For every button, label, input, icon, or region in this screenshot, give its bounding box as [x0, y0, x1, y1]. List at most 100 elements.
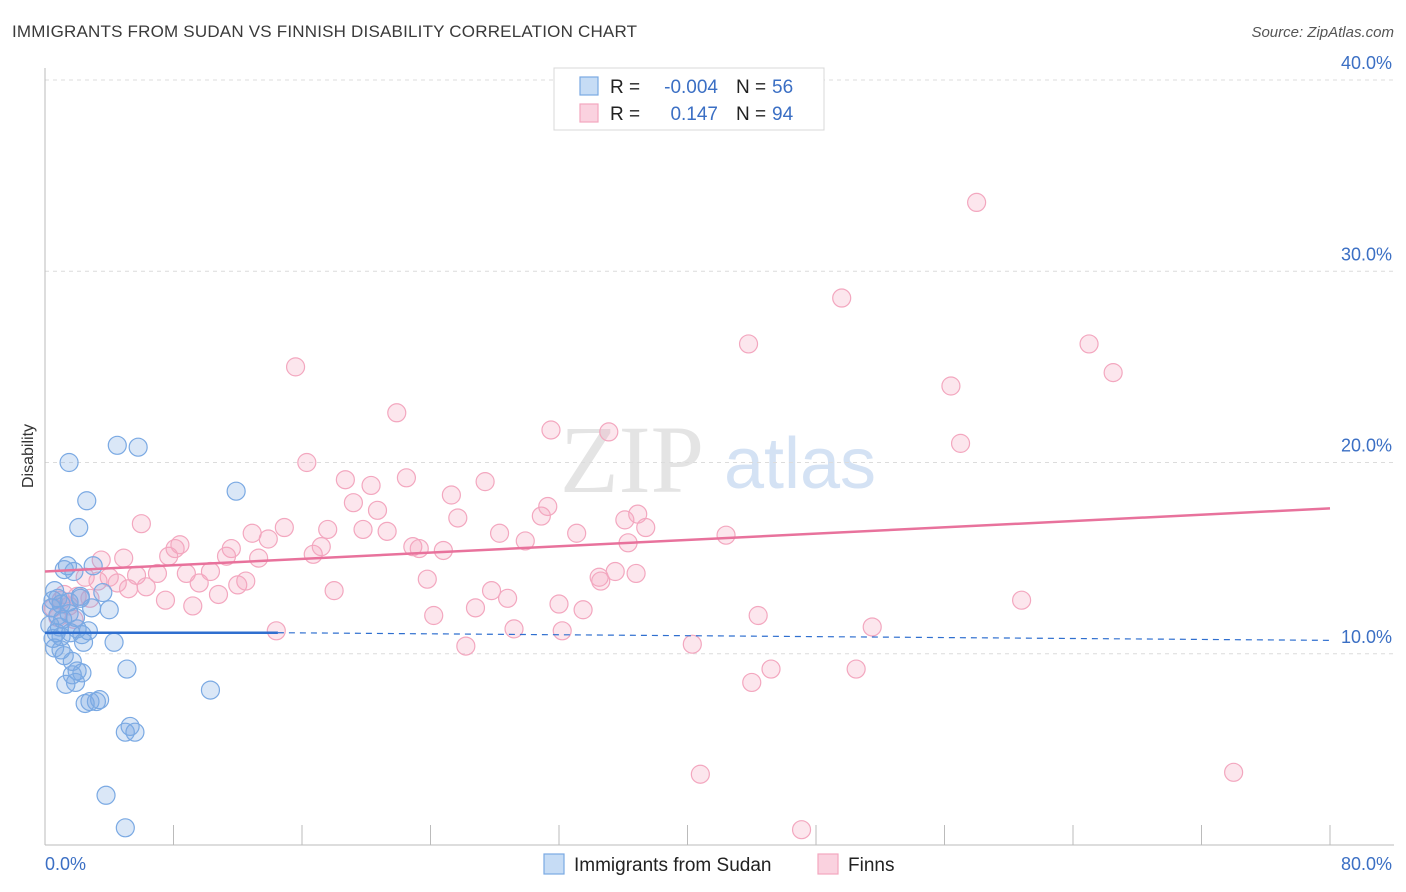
point-finns-50 [396, 468, 417, 488]
point-sudan-36 [83, 556, 103, 576]
point-finns-56 [441, 485, 461, 505]
point-finns-93 [941, 376, 961, 396]
gridlines [45, 79, 1394, 655]
bottom-legend-swatch-blue [543, 853, 565, 875]
series-finns [43, 192, 1244, 840]
point-finns-7 [75, 567, 95, 587]
point-sudan-10 [51, 594, 71, 614]
legend-r-value-1: -0.004 [664, 77, 718, 98]
point-finns-52 [409, 538, 429, 559]
point-finns-90 [832, 288, 852, 308]
point-finns-76 [605, 561, 625, 582]
point-finns-40 [311, 537, 331, 557]
point-sudan-29 [72, 663, 92, 683]
legend-swatch-blue [579, 76, 599, 96]
point-finns-79 [626, 563, 646, 584]
point-finns-71 [567, 523, 587, 543]
point-sudan-17 [59, 452, 79, 473]
point-finns-59 [465, 598, 486, 618]
point-finns-32 [242, 523, 262, 543]
trend-line-sudan-extension [277, 632, 1331, 641]
point-finns-57 [448, 508, 468, 528]
point-finns-68 [541, 420, 561, 440]
point-finns-46 [361, 475, 381, 496]
legend-n-label-2: N = [736, 104, 766, 125]
point-finns-95 [967, 192, 987, 212]
point-sudan-51 [226, 481, 246, 501]
point-finns-24 [183, 596, 203, 616]
y-axis-label: Disability [20, 424, 37, 488]
watermark-zip: ZIP [560, 406, 704, 513]
point-finns-25 [189, 573, 209, 593]
point-finns-60 [475, 472, 495, 492]
legend-box: R = -0.004 N = 56 R = 0.147 N = 94 [553, 67, 825, 131]
bottom-legend-swatch-pink [817, 853, 839, 875]
point-finns-53 [417, 569, 437, 589]
legend-n-label-1: N = [736, 77, 766, 98]
chart-title: IMMIGRANTS FROM SUDAN VS FINNISH DISABIL… [12, 22, 638, 41]
point-finns-34 [258, 529, 278, 549]
point-finns-92 [862, 617, 882, 637]
point-finns-13 [114, 548, 134, 568]
point-finns-9 [88, 571, 108, 591]
point-finns-35 [266, 621, 286, 641]
point-sudan-37 [86, 691, 107, 712]
x-axis-ticks [44, 825, 1331, 845]
point-finns-66 [531, 506, 551, 526]
point-finns-49 [387, 403, 407, 423]
series-immigrants-from-sudan [40, 435, 246, 838]
point-finns-70 [552, 621, 572, 641]
point-finns-29 [221, 538, 241, 559]
point-finns-17 [136, 577, 156, 597]
point-finns-18 [147, 563, 168, 584]
point-finns-98 [1103, 363, 1123, 383]
point-finns-43 [335, 470, 355, 490]
point-sudan-48 [128, 437, 148, 457]
point-finns-12 [107, 573, 127, 593]
bottom-legend-label-sudan: Immigrants from Sudan [574, 855, 771, 876]
legend-r-label-1: R = [610, 77, 640, 98]
y-tick-label-0: 10.0% [1341, 627, 1392, 647]
watermark-atlas: atlas [724, 424, 876, 504]
point-finns-84 [716, 525, 736, 545]
point-finns-41 [318, 519, 338, 540]
point-finns-67 [538, 496, 558, 517]
point-finns-64 [504, 619, 524, 639]
point-sudan-32 [77, 491, 97, 511]
point-finns-58 [456, 636, 476, 656]
point-finns-86 [742, 672, 762, 693]
point-sudan-41 [99, 600, 119, 620]
point-finns-37 [285, 357, 306, 377]
point-finns-87 [748, 605, 768, 626]
point-finns-89 [791, 820, 812, 840]
point-finns-85 [738, 334, 759, 354]
legend-n-value-1: 56 [772, 77, 793, 98]
point-sudan-43 [107, 435, 127, 455]
bottom-legend: Immigrants from Sudan Finns [543, 853, 894, 876]
point-sudan-45 [117, 659, 137, 679]
point-finns-19 [155, 590, 176, 610]
point-finns-33 [249, 548, 269, 568]
point-finns-27 [208, 584, 229, 605]
y-tick-label-2: 30.0% [1341, 244, 1392, 264]
y-tick-labels: 10.0% 20.0% 30.0% 40.0% [1341, 53, 1392, 647]
point-sudan-42 [104, 632, 124, 652]
point-sudan-50 [200, 680, 221, 700]
point-finns-45 [353, 519, 373, 540]
trend-lines [44, 507, 1331, 641]
point-sudan-54 [48, 588, 68, 608]
point-sudan-55 [59, 592, 79, 612]
source-credit: Source: ZipAtlas.com [1251, 24, 1394, 41]
point-sudan-9 [51, 640, 71, 660]
point-sudan-40 [96, 785, 116, 805]
point-finns-48 [377, 521, 397, 541]
point-sudan-14 [56, 674, 76, 694]
y-tick-label-1: 20.0% [1341, 436, 1392, 456]
point-finns-99 [1224, 762, 1244, 782]
x-tick-label-min: 0.0% [45, 854, 86, 874]
point-finns-97 [1079, 334, 1099, 354]
point-finns-31 [236, 571, 256, 591]
legend-swatch-pink [579, 103, 599, 123]
point-finns-69 [549, 594, 569, 614]
